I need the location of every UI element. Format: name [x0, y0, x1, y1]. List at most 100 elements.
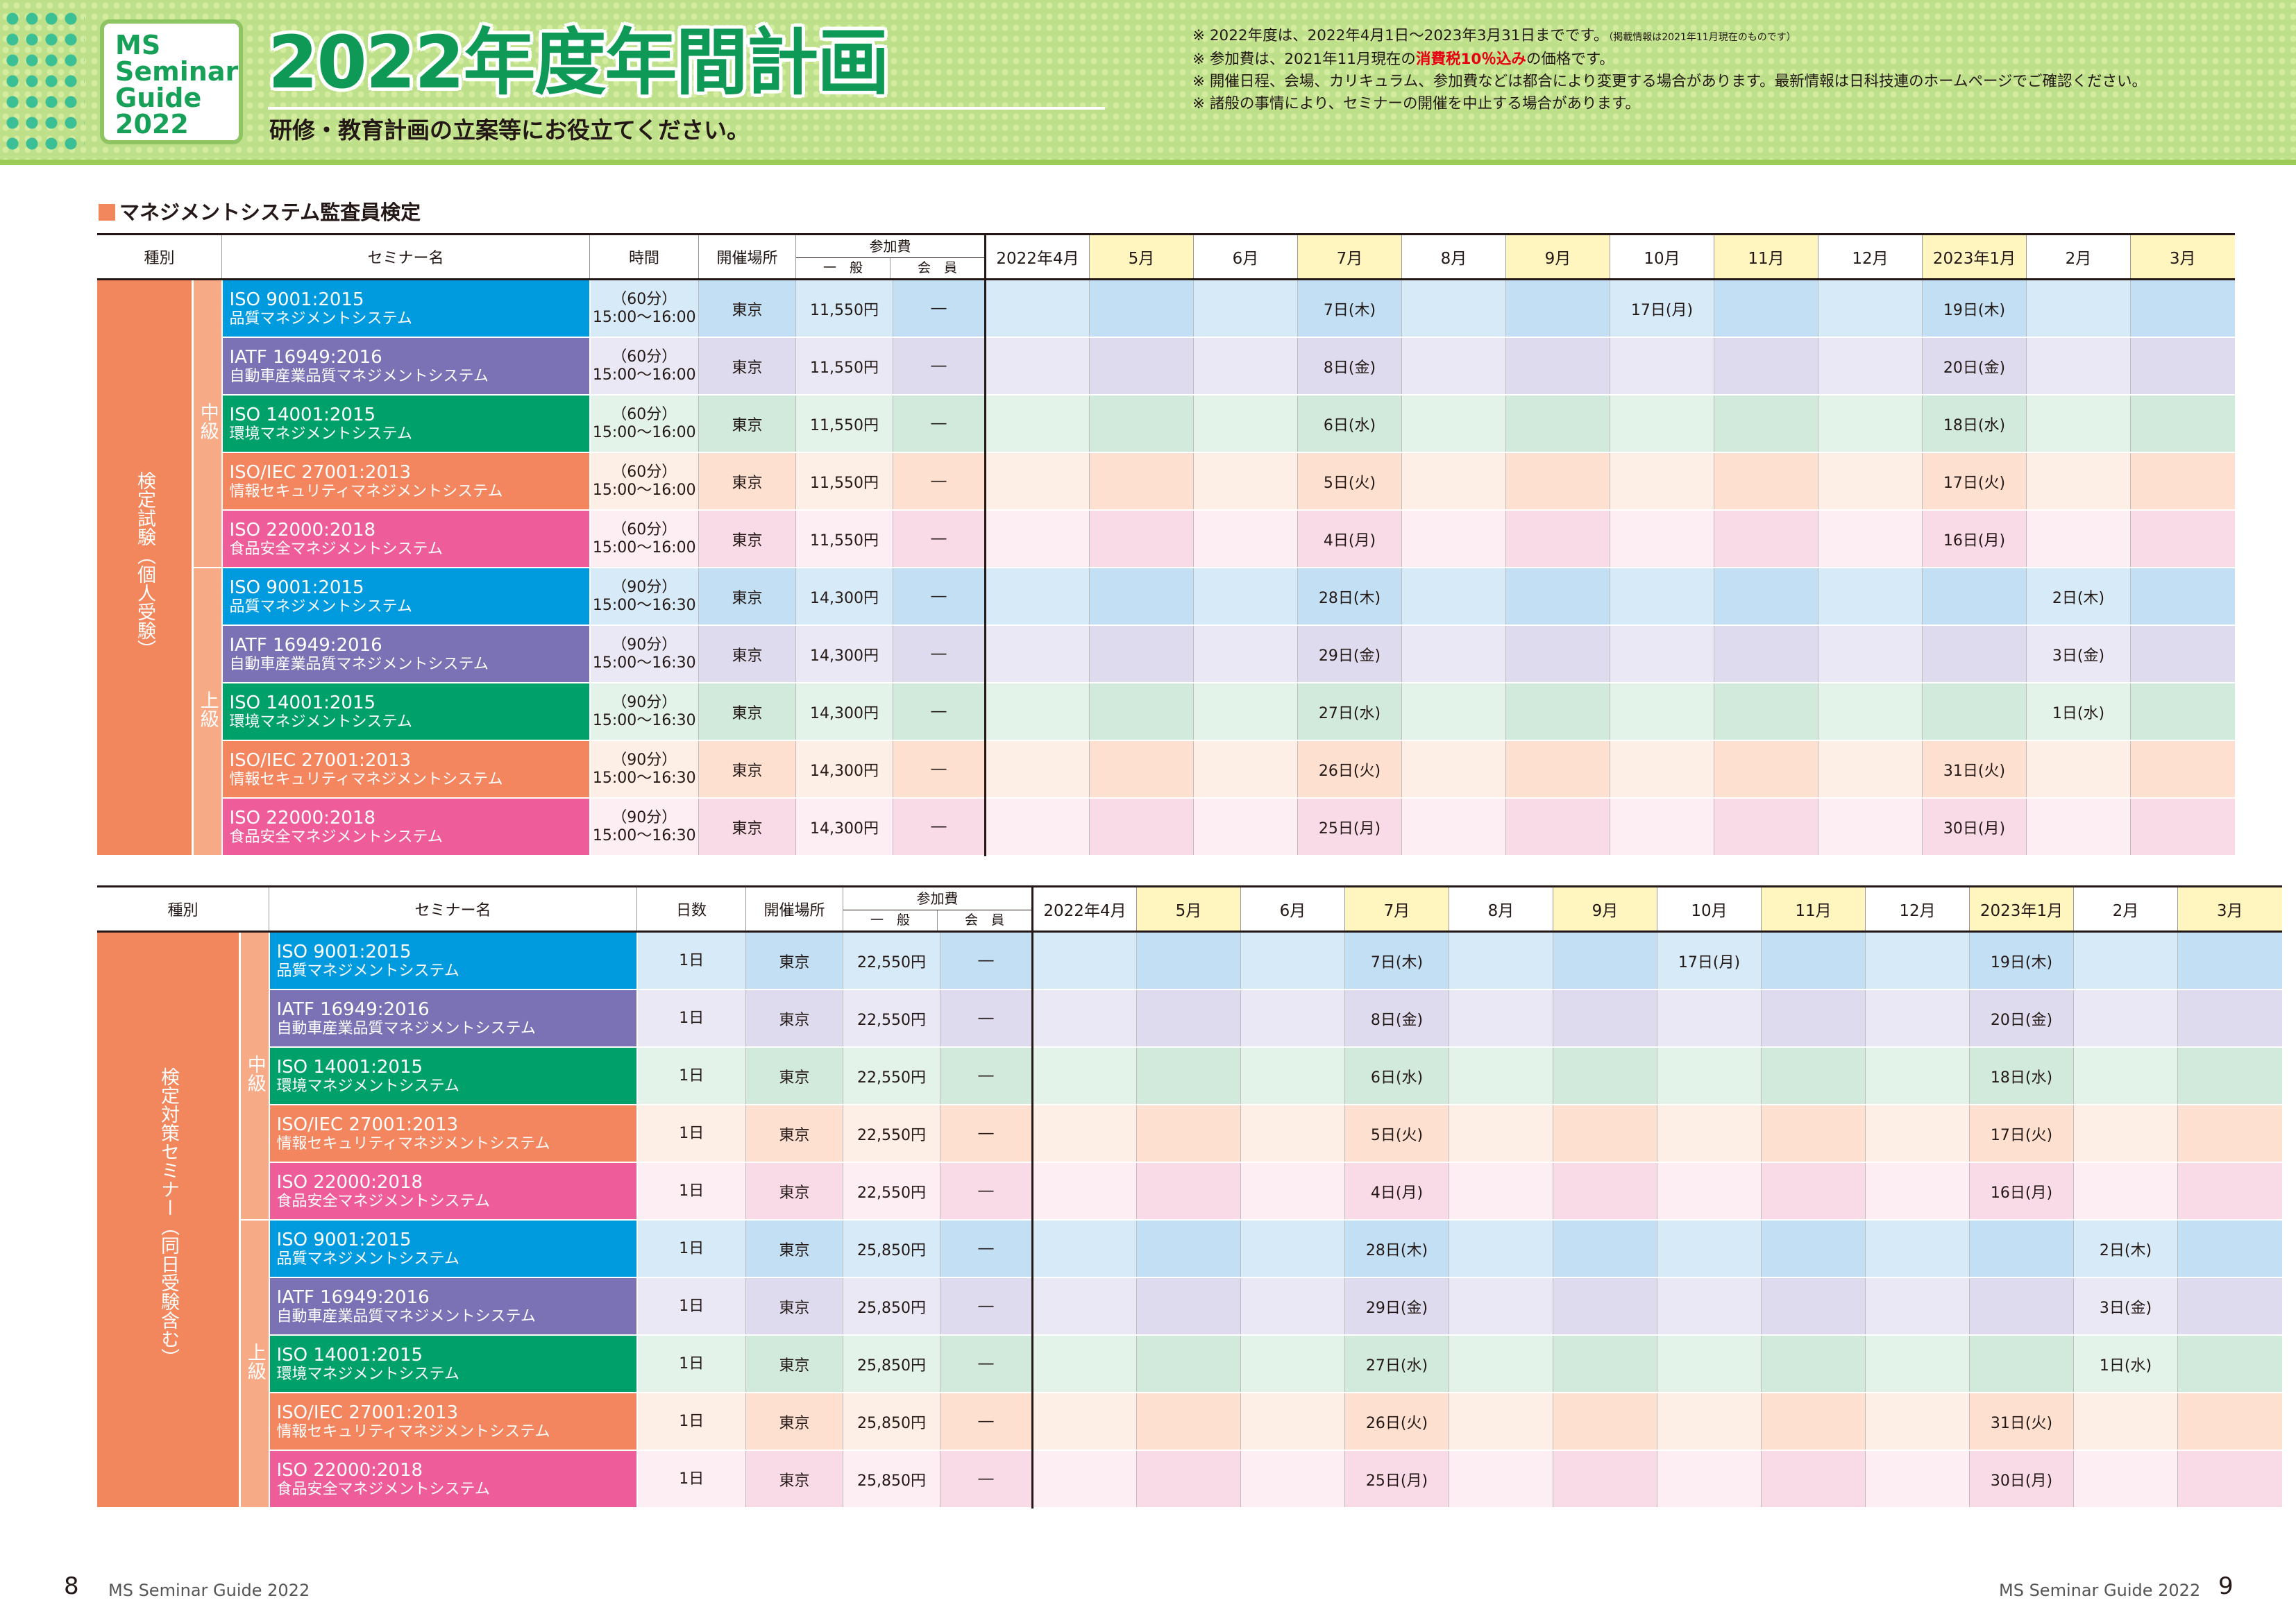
level-label: 中級	[239, 931, 270, 1221]
fee-member: ―	[893, 568, 986, 626]
schedule-date-cell	[1505, 740, 1610, 799]
fee-general: 25,850円	[843, 1277, 940, 1336]
table-row: IATF 16949:2016 自動車産業品質マネジメントシステム （60分） 15:…	[97, 337, 2235, 396]
table-row: 上級 ISO 9001:2015 品質マネジメントシステム 1日 東京 25,850円 ― 2…	[97, 1220, 2282, 1509]
table-row: ISO 14001:2015 環境マネジメントシステム （60分） 15:00～16:…	[97, 395, 2235, 453]
table-row: ISO/IEC 27001:2013 情報セキュリティマネジメントシステム （90分…	[97, 740, 2235, 799]
schedule-date-cell	[1553, 1450, 1657, 1509]
month-header: 5月	[1089, 233, 1194, 280]
schedule-date-cell	[1714, 452, 1818, 511]
schedule-date-cell: 30日(月)	[1969, 1450, 2074, 1509]
schedule-date-cell	[1193, 568, 1298, 626]
schedule-date-cell	[1449, 1220, 1553, 1278]
seminar-place: 東京	[698, 452, 796, 511]
schedule-date-cell: 28日(木)	[1344, 1220, 1449, 1278]
month-header: 9月	[1505, 233, 1610, 280]
schedule-date-cell	[1401, 337, 1506, 396]
schedule-date-cell	[2130, 510, 2235, 568]
fee-member: ―	[940, 1450, 1033, 1509]
seminar-name: ISO/IEC 27001:2013 情報セキュリティマネジメントシステム	[269, 1393, 638, 1451]
schedule-date-cell	[984, 279, 1090, 338]
seminar-name: ISO 9001:2015 品質マネジメントシステム	[221, 568, 591, 626]
fee-member: ―	[940, 1277, 1033, 1336]
schedule-date-cell: 27日(水)	[1344, 1335, 1449, 1393]
schedule-date-cell	[1193, 798, 1298, 856]
schedule-date-cell	[984, 395, 1090, 453]
schedule-date-cell	[1505, 395, 1610, 453]
schedule-date-cell	[1553, 1105, 1657, 1163]
schedule-date-cell: 17日(月)	[1610, 279, 1714, 338]
month-header: 3月	[2130, 233, 2235, 280]
schedule-date-cell	[1761, 1105, 1866, 1163]
schedule-date-cell	[1818, 395, 1923, 453]
schedule-date-cell	[1818, 740, 1923, 799]
schedule-date-cell	[1610, 625, 1714, 683]
schedule-date-cell	[1818, 683, 1923, 741]
schedule-date-cell: 4日(月)	[1297, 510, 1402, 568]
schedule-date-cell: 26日(火)	[1297, 740, 1402, 799]
fee-general: 22,550円	[843, 1162, 940, 1221]
fee-general: 22,550円	[843, 931, 940, 990]
schedule-date-cell	[1449, 1450, 1553, 1509]
schedule-date-cell	[1657, 989, 1762, 1048]
schedule-date-cell	[1657, 1335, 1762, 1393]
level-label: 上級	[192, 568, 223, 856]
schedule-date-cell	[1505, 683, 1610, 741]
seminar-place: 東京	[745, 931, 843, 990]
fee-general: 11,550円	[795, 510, 893, 568]
fee-general: 22,550円	[843, 1105, 940, 1163]
schedule-date-cell	[984, 798, 1090, 856]
schedule-date-cell: 26日(火)	[1344, 1393, 1449, 1451]
schedule-date-cell	[1818, 510, 1923, 568]
seminar-time: （90分） 15:00～16:30	[589, 798, 699, 856]
seminar-place: 東京	[698, 798, 796, 856]
schedule-date-cell	[1401, 279, 1506, 338]
fee-member: ―	[893, 395, 986, 453]
schedule-date-cell	[1657, 1450, 1762, 1509]
schedule-date-cell	[1089, 798, 1194, 856]
schedule-date-cell	[1401, 452, 1506, 511]
schedule-date-cell	[1136, 1162, 1241, 1221]
month-header: 2023年1月	[1969, 885, 2074, 933]
header-seminar-name: セミナー名	[269, 885, 637, 933]
schedule-date-cell	[1136, 1220, 1241, 1278]
month-header: 10月	[1610, 233, 1714, 280]
schedule-date-cell	[1089, 683, 1194, 741]
schedule-date-cell: 1日(水)	[2073, 1335, 2178, 1393]
schedule-date-cell	[1865, 1162, 1970, 1221]
schedule-date-cell	[1761, 989, 1866, 1048]
month-header: 3月	[2177, 885, 2282, 933]
schedule-date-cell	[1136, 1277, 1241, 1336]
month-header: 5月	[1136, 885, 1241, 933]
schedule-date-cell	[1031, 989, 1137, 1048]
month-header: 8月	[1401, 233, 1506, 280]
schedule-date-cell	[2026, 798, 2131, 856]
schedule-date-cell: 31日(火)	[1969, 1393, 2074, 1451]
schedule-date-cell: 29日(金)	[1297, 625, 1402, 683]
schedule-date-cell: 7日(木)	[1344, 931, 1449, 990]
schedule-date-cell	[1089, 568, 1194, 626]
schedule-date-cell	[1657, 1162, 1762, 1221]
fee-member: ―	[893, 279, 986, 338]
table-row: IATF 16949:2016 自動車産業品質マネジメントシステム 1日 東京 25,8…	[97, 1277, 2282, 1336]
seminar-place: 東京	[745, 1277, 843, 1336]
schedule-date-cell: 17日(火)	[1969, 1105, 2074, 1163]
schedule-date-cell: 2日(木)	[2073, 1220, 2178, 1278]
fee-general: 22,550円	[843, 989, 940, 1048]
seminar-time: 1日	[636, 1450, 746, 1509]
seminar-name: ISO 14001:2015 環境マネジメントシステム	[269, 1047, 638, 1105]
seminar-name: ISO 22000:2018 食品安全マネジメントシステム	[269, 1450, 638, 1509]
schedule-date-cell	[1240, 1393, 1345, 1451]
month-header: 12月	[1818, 233, 1923, 280]
schedule-date-cell	[1714, 798, 1818, 856]
fee-general: 25,850円	[843, 1335, 940, 1393]
fee-member: ―	[940, 931, 1033, 990]
schedule-date-cell: 20日(金)	[1969, 989, 2074, 1048]
schedule-date-cell	[1818, 452, 1923, 511]
header-kind: 種別	[97, 233, 222, 280]
section-title: マネジメントシステム監査員検定	[99, 198, 421, 226]
schedule-date-cell	[1401, 395, 1506, 453]
month-header: 2月	[2026, 233, 2131, 280]
schedule-date-cell: 27日(水)	[1297, 683, 1402, 741]
schedule-date-cell	[1193, 510, 1298, 568]
